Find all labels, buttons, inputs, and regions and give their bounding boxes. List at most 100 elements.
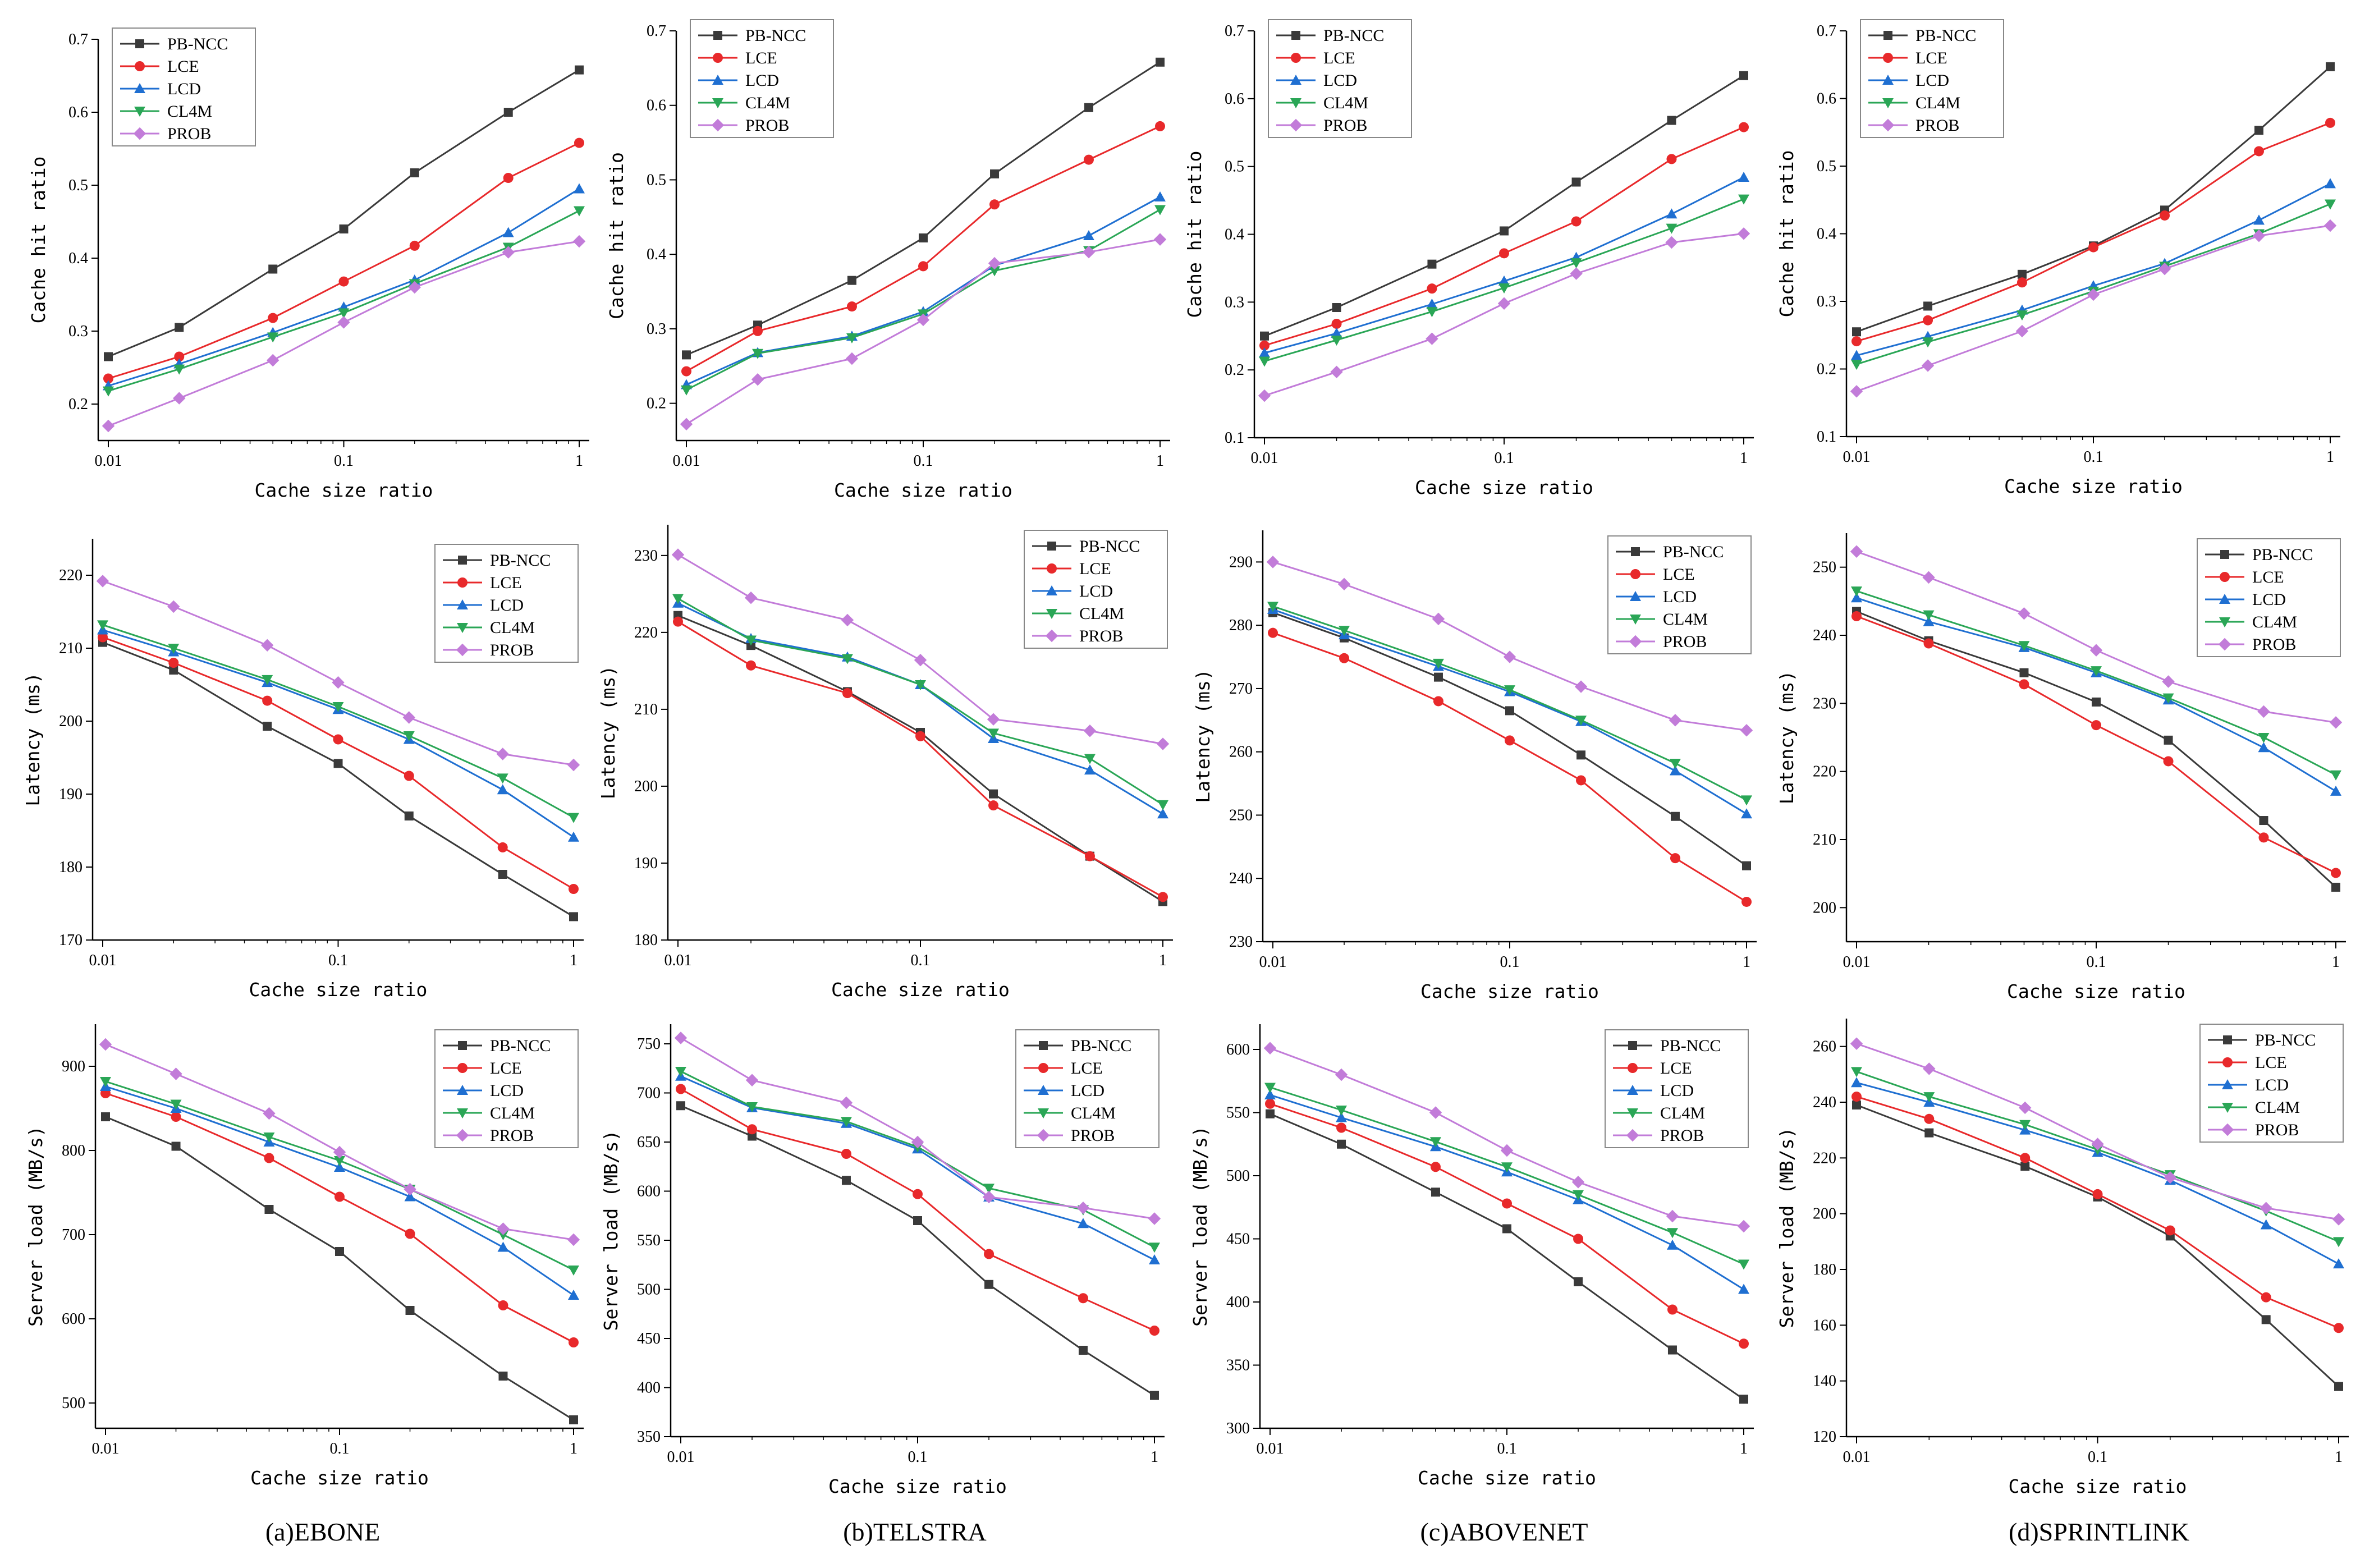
data-point-prob <box>2158 262 2171 276</box>
legend-label: LCD <box>745 71 779 90</box>
data-point-lce <box>1505 735 1515 746</box>
data-point-cl4m <box>2019 1120 2031 1130</box>
data-point-lcd <box>2325 178 2336 189</box>
legend-label: CL4M <box>490 618 535 637</box>
x-tick-label: 0.1 <box>334 452 354 470</box>
data-point-pb-ncc <box>1260 331 1269 341</box>
data-point-prob <box>2260 1202 2272 1214</box>
data-point-pb-ncc <box>913 1216 922 1225</box>
legend-label: LCE <box>490 574 522 592</box>
data-point-prob <box>496 748 509 760</box>
data-point-lcd <box>1666 208 1678 219</box>
x-axis-label: Cache size ratio <box>2004 475 2183 497</box>
data-point-prob <box>2019 1101 2032 1115</box>
data-point-lce <box>2019 679 2029 690</box>
data-point-prob <box>2329 716 2343 729</box>
y-tick-label: 0.4 <box>68 250 88 267</box>
legend-label: LCD <box>490 1081 524 1100</box>
y-tick-label: 450 <box>1226 1231 1250 1248</box>
data-point-lce <box>747 1124 758 1135</box>
data-point-prob <box>1737 227 1750 240</box>
legend-marker <box>1630 591 1641 601</box>
data-point-cl4m <box>97 620 108 631</box>
x-axis-label: Cache size ratio <box>255 479 433 501</box>
data-point-cl4m <box>170 1099 182 1110</box>
legend-label: CL4M <box>2255 1098 2300 1117</box>
data-point-pb-ncc <box>682 350 691 360</box>
data-point-prob <box>1429 1106 1442 1119</box>
x-tick-label: 0.01 <box>1257 1440 1284 1457</box>
x-tick-label: 0.01 <box>1251 450 1278 467</box>
data-point-pb-ncc <box>339 224 349 233</box>
x-axis-label: Cache size ratio <box>249 979 428 1001</box>
data-point-cl4m <box>2258 733 2270 743</box>
data-point-cl4m <box>100 1077 111 1087</box>
data-point-pb-ncc <box>569 1415 578 1424</box>
data-point-pb-ncc <box>1576 750 1586 760</box>
x-tick-label: 0.1 <box>328 952 348 969</box>
y-axis-label: Server load (MB/s) <box>600 1130 622 1331</box>
data-point-lcd <box>1336 1112 1348 1122</box>
data-point-prob <box>1258 389 1271 402</box>
data-point-cl4m <box>1432 658 1444 669</box>
data-point-pb-ncc <box>498 1372 508 1381</box>
data-point-prob <box>1503 650 1516 663</box>
data-point-lce <box>753 325 763 336</box>
data-point-lce <box>2325 117 2335 128</box>
data-point-prob <box>96 575 109 588</box>
data-point-prob <box>408 281 421 294</box>
data-point-lce <box>409 240 420 251</box>
data-point-pb-ncc <box>2261 1315 2271 1324</box>
data-point-lce <box>989 199 1000 210</box>
x-axis-label: Cache size ratio <box>250 1467 429 1489</box>
data-point-cl4m <box>334 1156 345 1166</box>
data-point-lce <box>2020 1153 2031 1163</box>
y-axis-label: Cache hit ratio <box>1184 150 1206 318</box>
data-point-pb-ncc <box>410 168 419 177</box>
data-point-lce <box>2258 832 2269 843</box>
data-point-lce <box>1739 122 1749 132</box>
data-point-lce <box>498 1300 508 1310</box>
legend-marker <box>711 118 725 132</box>
y-tick-label: 220 <box>634 624 658 641</box>
data-point-prob <box>102 419 115 433</box>
data-point-lce <box>915 731 925 741</box>
y-tick-label: 240 <box>1813 1094 1836 1111</box>
legend-marker <box>1291 31 1300 40</box>
data-point-prob <box>1571 1176 1585 1189</box>
y-tick-label: 230 <box>1229 933 1253 951</box>
legend-marker <box>1047 563 1057 574</box>
legend-marker <box>457 1063 468 1073</box>
y-tick-label: 0.5 <box>68 177 88 194</box>
data-point-pb-ncc <box>104 352 113 361</box>
x-tick-label: 0.1 <box>1495 450 1514 467</box>
y-tick-label: 550 <box>1226 1104 1250 1122</box>
legend-label: PROB <box>2255 1121 2299 1139</box>
legend-label: CL4M <box>1663 610 1708 629</box>
y-tick-label: 0.3 <box>647 320 666 338</box>
data-point-lce <box>846 301 857 312</box>
data-point-prob <box>845 352 859 365</box>
data-point-cl4m <box>1922 337 1934 348</box>
chart-panel-4: 0.01 0.1 1 0.1 0.2 0.3 0.4 0.5 0.6 0.7 Cache size … <box>1776 19 2340 497</box>
data-point-prob <box>1337 577 1351 591</box>
x-axis-label: Cache size ratio <box>1420 980 1599 1002</box>
legend-label: PROB <box>1323 116 1367 135</box>
y-tick-label: 190 <box>634 855 658 872</box>
data-point-pb-ncc <box>404 811 414 820</box>
data-point-cl4m <box>1851 1067 1862 1078</box>
data-point-lce <box>1924 1113 1935 1124</box>
data-point-lcd <box>1738 172 1749 182</box>
data-point-lce <box>676 1084 686 1094</box>
data-point-cl4m <box>989 266 1001 277</box>
y-tick-label: 600 <box>1226 1041 1250 1058</box>
data-point-lcd <box>1077 1218 1089 1228</box>
data-point-pb-ncc <box>1502 1224 1511 1234</box>
legend-label: LCD <box>1079 582 1113 600</box>
legend-label: LCD <box>1915 71 1949 90</box>
y-tick-label: 120 <box>1813 1428 1836 1446</box>
legend-label: PROB <box>1663 632 1707 651</box>
data-point-cl4m <box>1331 336 1342 346</box>
data-point-lce <box>1268 627 1278 638</box>
data-point-pb-ncc <box>1332 303 1341 312</box>
